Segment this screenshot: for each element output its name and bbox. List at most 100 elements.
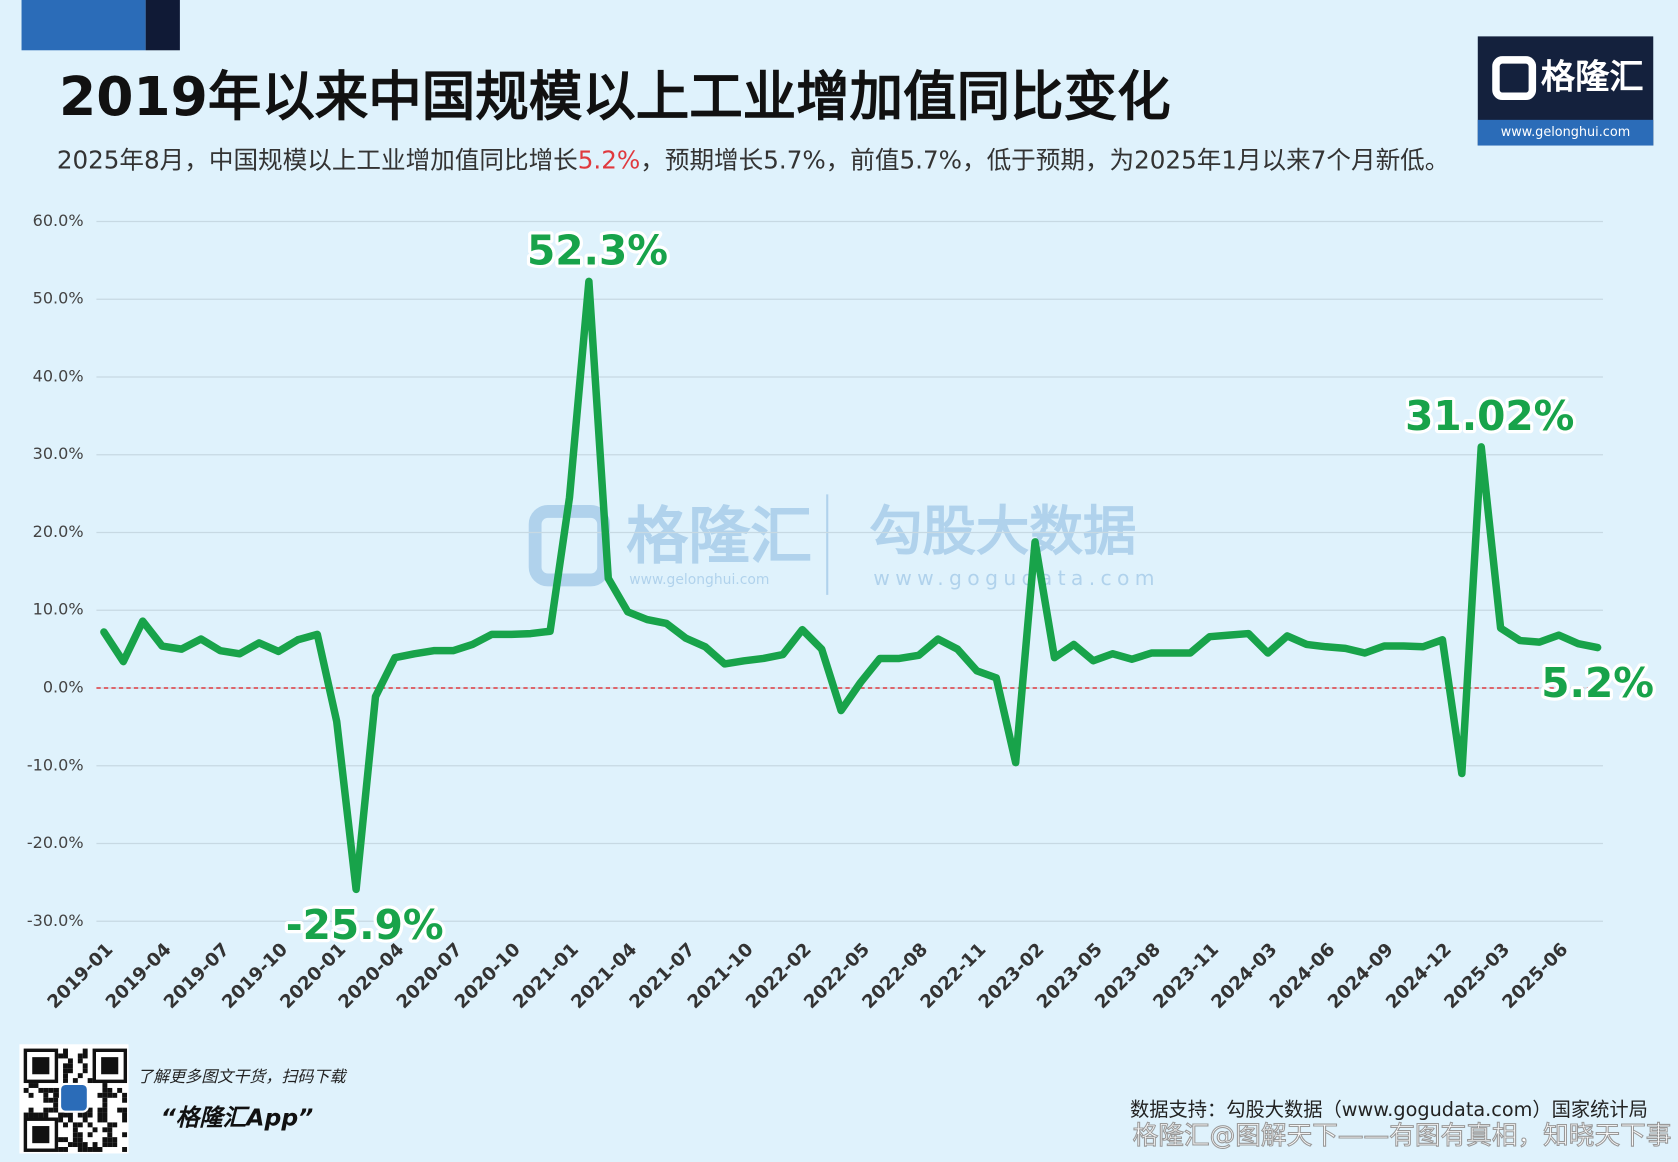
qr-cell	[63, 1137, 68, 1143]
promo-text: 了解更多图文干货，扫码下载	[137, 1067, 347, 1086]
qr-cell	[58, 1053, 64, 1059]
qr-cell	[102, 1112, 108, 1118]
y-tick-label: 50.0%	[33, 289, 84, 308]
logo-icon	[1492, 56, 1537, 101]
qr-cell	[102, 1142, 108, 1148]
qr-cell	[112, 1137, 118, 1143]
qr-cell	[97, 1092, 103, 1098]
qr-cell	[43, 1097, 49, 1103]
qr-cell	[92, 1142, 98, 1148]
qr-cell	[63, 1147, 68, 1152]
watermark-brand-url: www.gelonghui.com	[629, 572, 769, 588]
qr-cell	[122, 1117, 128, 1123]
qr-cell	[72, 1127, 78, 1133]
qr-cell	[117, 1107, 123, 1113]
qr-cell	[77, 1073, 83, 1079]
y-tick-label: 30.0%	[33, 444, 84, 463]
data-label: 31.02%	[1405, 392, 1574, 440]
qr-cell	[82, 1053, 88, 1059]
qr-cell	[43, 1112, 49, 1118]
qr-cell	[102, 1107, 108, 1113]
y-tick-label: 10.0%	[33, 600, 84, 619]
y-tick-label: -30.0%	[27, 911, 84, 930]
qr-cell	[58, 1117, 64, 1123]
watermark-brand: 格隆汇	[626, 499, 812, 572]
qr-cell	[102, 1092, 108, 1098]
qr-cell	[67, 1063, 73, 1069]
qr-cell	[122, 1147, 128, 1152]
y-tick-label: 0.0%	[43, 677, 84, 696]
qr-cell	[72, 1137, 78, 1143]
qr-cell	[87, 1078, 93, 1084]
qr-cell	[117, 1087, 123, 1093]
qr-cell	[122, 1132, 128, 1138]
qr-cell	[107, 1087, 113, 1093]
qr-cell	[102, 1102, 108, 1108]
qr-cell	[67, 1058, 73, 1064]
qr-cell	[38, 1112, 44, 1118]
qr-cell	[107, 1122, 113, 1128]
qr-cell	[63, 1122, 68, 1128]
subtitle-part: ，预期增长5.7%，前值5.7%，低于预期，为2025年1月以来7个月新低。	[640, 146, 1449, 175]
qr-cell	[63, 1112, 68, 1118]
qr-cell	[82, 1048, 88, 1054]
qr-cell	[82, 1112, 88, 1118]
logo-url: www.gelonghui.com	[1501, 125, 1630, 140]
qr-cell	[82, 1142, 88, 1148]
qr-cell	[102, 1137, 108, 1143]
qr-cell	[28, 1107, 34, 1113]
qr-cell	[77, 1058, 83, 1064]
qr-cell	[97, 1117, 103, 1123]
qr-cell	[63, 1068, 68, 1074]
qr-cell	[77, 1147, 83, 1152]
qr-cell	[112, 1142, 118, 1148]
qr-cell	[38, 1087, 44, 1093]
qr-cell	[72, 1078, 78, 1084]
qr-cell	[23, 1112, 29, 1118]
qr-cell	[82, 1063, 88, 1069]
logo-strip	[1477, 119, 1654, 146]
qr-cell	[122, 1092, 128, 1098]
qr-cell	[48, 1087, 54, 1093]
subtitle: 2025年8月，中国规模以上工业增加值同比增长5.2%，预期增长5.7%，前值5…	[57, 146, 1450, 175]
qr-cell	[58, 1137, 64, 1143]
qr-cell	[58, 1112, 64, 1118]
qr-cell	[48, 1107, 54, 1113]
qr-cell	[53, 1097, 59, 1103]
subtitle-part: 2025年8月，中国规模以上工业增加值同比增长	[57, 146, 578, 175]
qr-cell	[77, 1137, 83, 1143]
qr-cell	[97, 1107, 103, 1113]
qr-cell	[28, 1083, 34, 1088]
line-series	[100, 277, 1602, 894]
qr-cell	[87, 1147, 93, 1152]
logo: 格隆汇 www.gelonghui.com	[1477, 36, 1654, 146]
qr-cell	[67, 1117, 73, 1123]
qr-cell	[102, 1087, 108, 1093]
qr-cell	[122, 1097, 128, 1103]
qr-cell	[87, 1112, 93, 1118]
qr-cell	[107, 1092, 113, 1098]
y-tick-label: 40.0%	[33, 366, 84, 385]
qr-cell	[82, 1068, 88, 1074]
watermark-data-url: www.gogudata.com	[873, 566, 1160, 590]
qr-cell	[77, 1122, 83, 1128]
qr-cell	[53, 1092, 59, 1098]
data-label: 5.2%	[1541, 659, 1654, 707]
credit: 格隆汇@图解天下——有图有真相，知晓天下事	[1133, 1121, 1672, 1151]
qr-cell	[72, 1122, 78, 1128]
qr-cell	[122, 1107, 128, 1113]
qr-cell	[107, 1142, 113, 1148]
qr-cell	[63, 1063, 68, 1069]
qr-cell	[122, 1112, 128, 1118]
qr-cell	[28, 1092, 34, 1098]
qr-cell	[102, 1127, 108, 1133]
qr-cell	[48, 1097, 54, 1103]
qr-finder-core	[101, 1057, 119, 1075]
app-name: “格隆汇App”	[161, 1104, 314, 1132]
qr-logo	[58, 1082, 89, 1113]
qr-cell	[107, 1127, 113, 1133]
qr-cell	[87, 1122, 93, 1128]
subtitle-highlight: 5.2%	[578, 146, 640, 175]
qr-cell	[28, 1112, 34, 1118]
